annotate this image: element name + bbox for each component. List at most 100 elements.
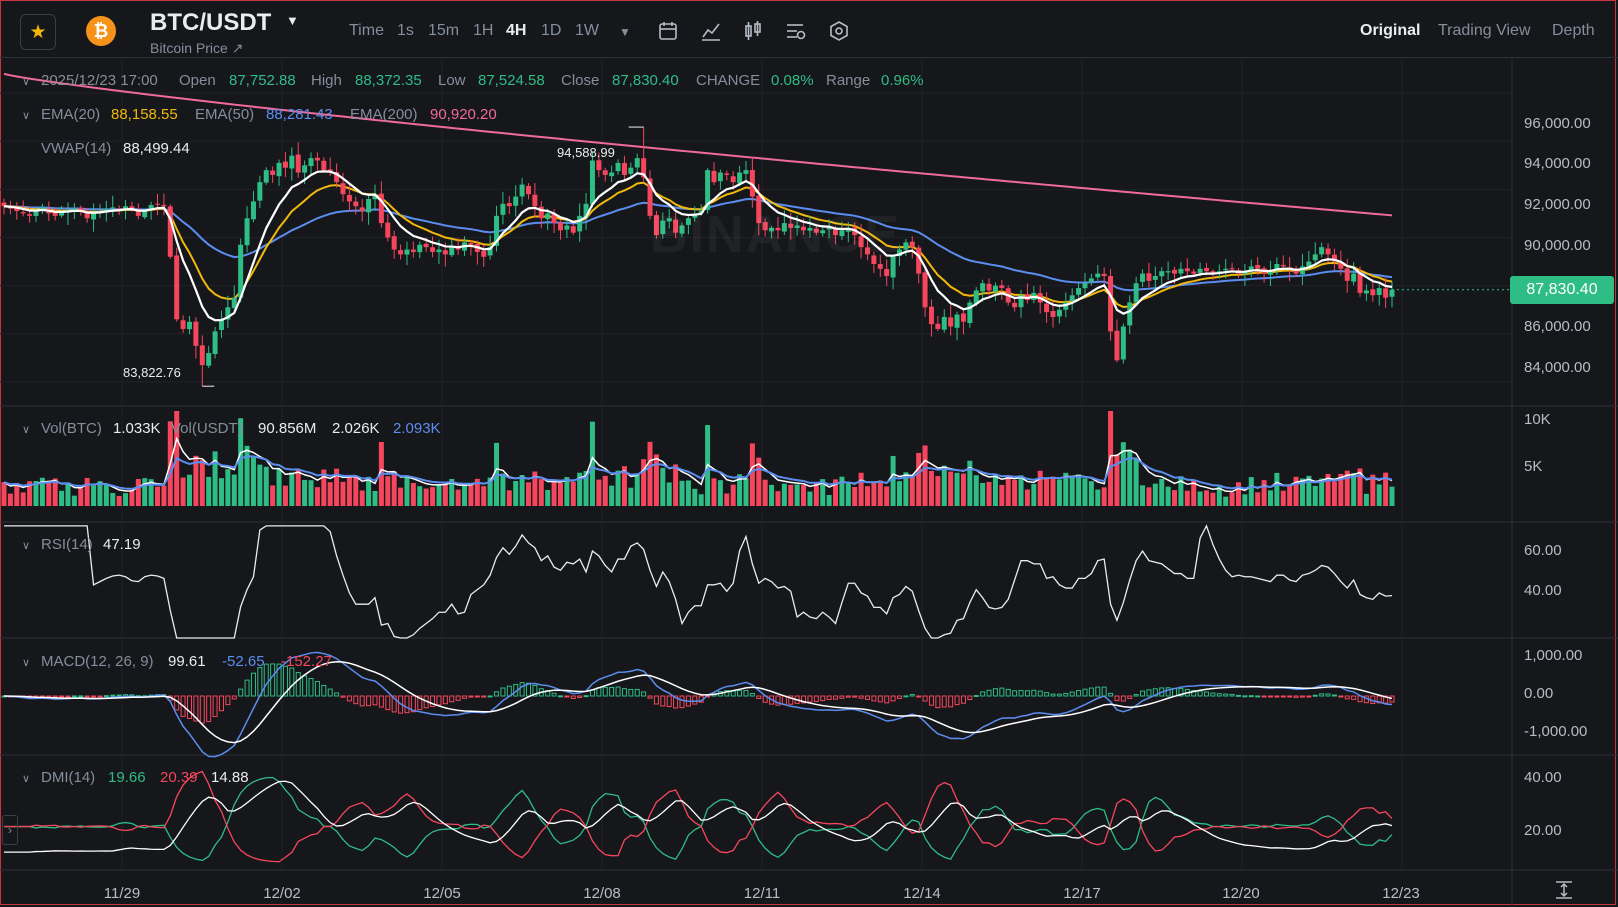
candle-body bbox=[494, 215, 500, 246]
volume-bar bbox=[212, 451, 218, 506]
open-label: Open bbox=[179, 72, 216, 89]
candle-body bbox=[244, 218, 250, 246]
macd-histogram-bar bbox=[372, 695, 378, 706]
candle-body bbox=[1076, 288, 1082, 295]
ohlc-collapse-icon[interactable]: ∨ bbox=[22, 76, 31, 88]
candle-body bbox=[775, 227, 781, 231]
chart-settings-icon[interactable] bbox=[828, 20, 850, 42]
volume-bar bbox=[583, 470, 589, 506]
line-chart-icon[interactable] bbox=[700, 20, 722, 42]
timeframe-15m[interactable]: 15m bbox=[428, 22, 460, 39]
macd-histogram-bar bbox=[577, 695, 583, 699]
volume-bar bbox=[1235, 482, 1241, 506]
timeframe-time[interactable]: Time bbox=[349, 22, 384, 39]
volume-bar bbox=[833, 479, 839, 506]
dmi-collapse-icon[interactable]: ∨ bbox=[22, 773, 31, 785]
x-tick-1208: 12/08 bbox=[583, 885, 621, 902]
volume-bar bbox=[628, 487, 634, 506]
candle-body bbox=[986, 283, 992, 291]
candle-body bbox=[59, 212, 65, 216]
macd-histogram-bar bbox=[455, 695, 461, 701]
ema200-line bbox=[3, 72, 1393, 217]
timeframe-more-dropdown-icon[interactable]: ▼ bbox=[619, 25, 631, 39]
macd-histogram-bar bbox=[1114, 695, 1120, 701]
volume-bar bbox=[1312, 485, 1318, 506]
volume-bar bbox=[1197, 491, 1203, 506]
candlestick-type-icon[interactable] bbox=[742, 20, 764, 42]
volume-bar bbox=[59, 490, 65, 506]
candle-body bbox=[570, 226, 576, 233]
view-depth-tab[interactable]: Depth bbox=[1552, 22, 1595, 39]
macd-histogram-bar bbox=[743, 689, 749, 697]
macd-histogram-bar bbox=[1108, 692, 1114, 697]
volume-bar bbox=[1331, 481, 1337, 506]
candle-body bbox=[519, 184, 525, 197]
macd-histogram-bar bbox=[1024, 690, 1030, 697]
volume-bar bbox=[423, 488, 429, 506]
candle-body bbox=[717, 172, 723, 182]
candle-body bbox=[103, 208, 109, 212]
vol-usdt-value: 90.856M bbox=[258, 420, 317, 437]
pair-dropdown-icon[interactable]: ▼ bbox=[286, 13, 299, 28]
candle-body bbox=[948, 317, 954, 327]
candle-body bbox=[928, 306, 934, 325]
macd-histogram-bar bbox=[1306, 695, 1312, 698]
volume-bar bbox=[884, 486, 890, 506]
timeframe-1h[interactable]: 1H bbox=[473, 22, 494, 39]
candle-body bbox=[730, 176, 736, 183]
ema-collapse-icon[interactable]: ∨ bbox=[22, 110, 31, 122]
volume-bar bbox=[621, 466, 627, 506]
macd-histogram-bar bbox=[1197, 690, 1203, 697]
macd-histogram-bar bbox=[679, 695, 685, 709]
open-value: 87,752.88 bbox=[229, 72, 296, 89]
scale-toggle-icon[interactable] bbox=[1554, 880, 1574, 900]
volume-bar bbox=[935, 476, 941, 506]
candle-body bbox=[436, 249, 442, 253]
macd-histogram-bar bbox=[833, 695, 839, 700]
volume-ma1-line bbox=[3, 436, 1393, 493]
volume-bar bbox=[730, 484, 736, 506]
dmi-tick-20: 20.00 bbox=[1524, 822, 1562, 839]
candle-body bbox=[20, 212, 26, 214]
timeframe-1d[interactable]: 1D bbox=[541, 22, 562, 39]
favorite-star-button[interactable]: ★ bbox=[20, 14, 56, 50]
candle-body bbox=[314, 157, 320, 161]
volume-bar bbox=[941, 465, 947, 506]
volume-bar bbox=[155, 486, 161, 506]
indicator-settings-icon[interactable] bbox=[785, 20, 807, 42]
timeframe-1w[interactable]: 1W bbox=[575, 22, 599, 39]
view-trading-view-tab[interactable]: Trading View bbox=[1438, 22, 1531, 39]
calendar-icon[interactable] bbox=[657, 20, 679, 42]
volume-bar bbox=[1370, 474, 1376, 506]
candle-body bbox=[711, 170, 717, 183]
vwap-label: VWAP(14) bbox=[41, 140, 112, 157]
volume-bar bbox=[238, 418, 244, 506]
candle-body bbox=[839, 230, 845, 237]
macd-histogram-bar bbox=[730, 690, 736, 697]
pair-title[interactable]: BTC/USDT bbox=[150, 9, 272, 36]
volume-bar bbox=[289, 472, 295, 506]
volume-bar bbox=[865, 486, 871, 506]
macd-collapse-icon[interactable]: ∨ bbox=[22, 657, 31, 669]
macd-histogram-bar bbox=[186, 695, 192, 719]
vol-btc-label: Vol(BTC) bbox=[41, 420, 102, 437]
side-panel-toggle-button[interactable]: › bbox=[2, 815, 18, 845]
pair-subtitle-link[interactable]: Bitcoin Price ↗ bbox=[150, 40, 244, 56]
macd-histogram-bar bbox=[1005, 688, 1011, 697]
x-tick-1129: 11/29 bbox=[103, 885, 141, 902]
candle-body bbox=[1357, 272, 1363, 293]
candle-body bbox=[621, 163, 627, 175]
timeframe-1s[interactable]: 1s bbox=[397, 22, 414, 39]
rsi-collapse-icon[interactable]: ∨ bbox=[22, 540, 31, 552]
volume-bar bbox=[1050, 476, 1056, 506]
view-original-tab[interactable]: Original bbox=[1360, 22, 1421, 39]
candle-body bbox=[180, 320, 186, 329]
volume-bar bbox=[404, 475, 410, 506]
macd-histogram-bar bbox=[628, 688, 634, 697]
volume-bar bbox=[813, 482, 819, 506]
macd-histogram-bar bbox=[1293, 695, 1299, 698]
timeframe-4h[interactable]: 4H bbox=[506, 22, 527, 39]
volume-bar bbox=[577, 472, 583, 506]
volume-collapse-icon[interactable]: ∨ bbox=[22, 424, 31, 436]
